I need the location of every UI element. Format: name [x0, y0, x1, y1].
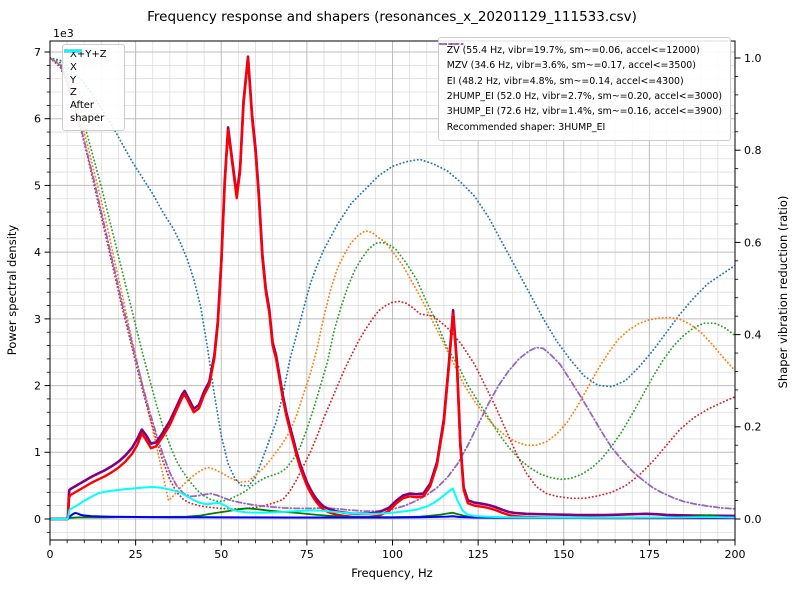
y-left-tick-label: 2 — [34, 379, 41, 392]
legend-label-zv: ZV (55.4 Hz, vibr=19.7%, sm~=0.06, accel… — [446, 45, 700, 57]
legend-label-3hump-ei: 3HUMP_EI (72.6 Hz, vibr=1.4%, sm~=0.16, … — [446, 106, 722, 118]
legend-item-2hump-ei: 2HUMP_EI (52.0 Hz, vibr=2.7%, sm~=0.20, … — [438, 43, 722, 104]
x-tick-label: 0 — [47, 548, 54, 561]
x-tick-label: 175 — [639, 548, 660, 561]
x-tick-label: 75 — [300, 548, 314, 561]
curve-after-shaper — [50, 486, 735, 520]
legend-shapers: ZV (55.4 Hz, vibr=19.7%, sm~=0.06, accel… — [437, 37, 731, 141]
legend-item-z: Z — [64, 49, 117, 100]
legend-label-z: Z — [70, 87, 77, 99]
x-tick-label: 25 — [129, 548, 143, 561]
legend-item-zv: ZV (55.4 Hz, vibr=19.7%, sm~=0.06, accel… — [438, 43, 722, 58]
legend-label-2hump-ei: 2HUMP_EI (52.0 Hz, vibr=2.7%, sm~=0.20, … — [446, 91, 722, 103]
y-right-tick-label: 0.0 — [744, 513, 762, 526]
legend-label-mzv: MZV (34.6 Hz, vibr=3.6%, sm~=0.17, accel… — [446, 60, 696, 72]
legend-line-sample-icon — [439, 38, 465, 50]
x-tick-label: 100 — [382, 548, 403, 561]
legend-label-xyz: X+Y+Z — [70, 49, 107, 60]
chart-title: Frequency response and shapers (resonanc… — [147, 9, 637, 25]
x-tick-label: 200 — [725, 548, 746, 561]
curve-3hump-ei — [50, 57, 735, 513]
axes-ticks: 0 25 50 75 100 125 150 175 200 0 1 2 3 4 5 6 7 0.0 0.2 0.4 0… — [34, 40, 762, 561]
curve-mzv — [50, 57, 735, 502]
legend-label-y: Y — [70, 74, 77, 86]
y-left-tick-label: 0 — [34, 513, 41, 526]
legend-item-ei: EI (48.2 Hz, vibr=4.8%, sm~=0.14, accel<… — [438, 43, 722, 89]
y-left-tick-label: 3 — [34, 313, 41, 326]
legend-psd: X+Y+Z X Y Z After shaper — [62, 44, 125, 131]
x-tick-label: 50 — [214, 548, 228, 561]
y-axis-label-right: Shaper vibration reduction (ratio) — [776, 196, 790, 389]
legend-item-mzv: MZV (34.6 Hz, vibr=3.6%, sm~=0.17, accel… — [438, 43, 722, 73]
y-right-tick-label: 0.8 — [744, 144, 762, 157]
legend-item-x: X — [64, 49, 117, 75]
grid-lines — [49, 41, 736, 540]
curve-ei — [50, 57, 735, 503]
y-right-tick-label: 0.4 — [744, 329, 762, 342]
curve-zv — [50, 57, 735, 487]
legend-line-sample-icon — [64, 49, 82, 53]
legend-label-ei: EI (48.2 Hz, vibr=4.8%, sm~=0.14, accel<… — [446, 75, 684, 87]
y-left-tick-label: 7 — [34, 46, 41, 59]
legend-item-after-shaper: After shaper — [64, 49, 117, 126]
y-axis-offset-text: 1e3 — [53, 27, 74, 40]
y-left-tick-label: 1 — [34, 446, 41, 459]
x-axis-label: Frequency, Hz — [351, 566, 432, 580]
legend-label-recommended: Recommended shaper: 3HUMP_EI — [446, 121, 606, 133]
legend-label-x: X — [70, 61, 77, 73]
y-right-tick-label: 1.0 — [744, 52, 762, 65]
curve-z — [50, 511, 735, 520]
y-left-tick-label: 6 — [34, 113, 41, 126]
legend-item-3hump-ei: 3HUMP_EI (72.6 Hz, vibr=1.4%, sm~=0.16, … — [438, 43, 722, 119]
x-tick-label: 150 — [553, 548, 574, 561]
series-curves — [50, 55, 735, 521]
curve-x — [50, 56, 735, 521]
y-right-tick-label: 0.6 — [744, 236, 762, 249]
legend-item-y: Y — [64, 49, 117, 88]
legend-item-recommended: Recommended shaper: 3HUMP_EI — [447, 119, 722, 134]
y-right-tick-label: 0.2 — [744, 421, 762, 434]
x-tick-label: 125 — [468, 548, 489, 561]
legend-line-sample-icon — [438, 43, 465, 45]
y-axis-label-left: Power spectral density — [5, 225, 19, 356]
legend-label-after-shaper: After shaper — [70, 100, 105, 124]
y-left-tick-label: 4 — [34, 246, 41, 259]
y-left-tick-label: 5 — [34, 179, 41, 192]
curve-2hump-ei — [50, 57, 735, 510]
